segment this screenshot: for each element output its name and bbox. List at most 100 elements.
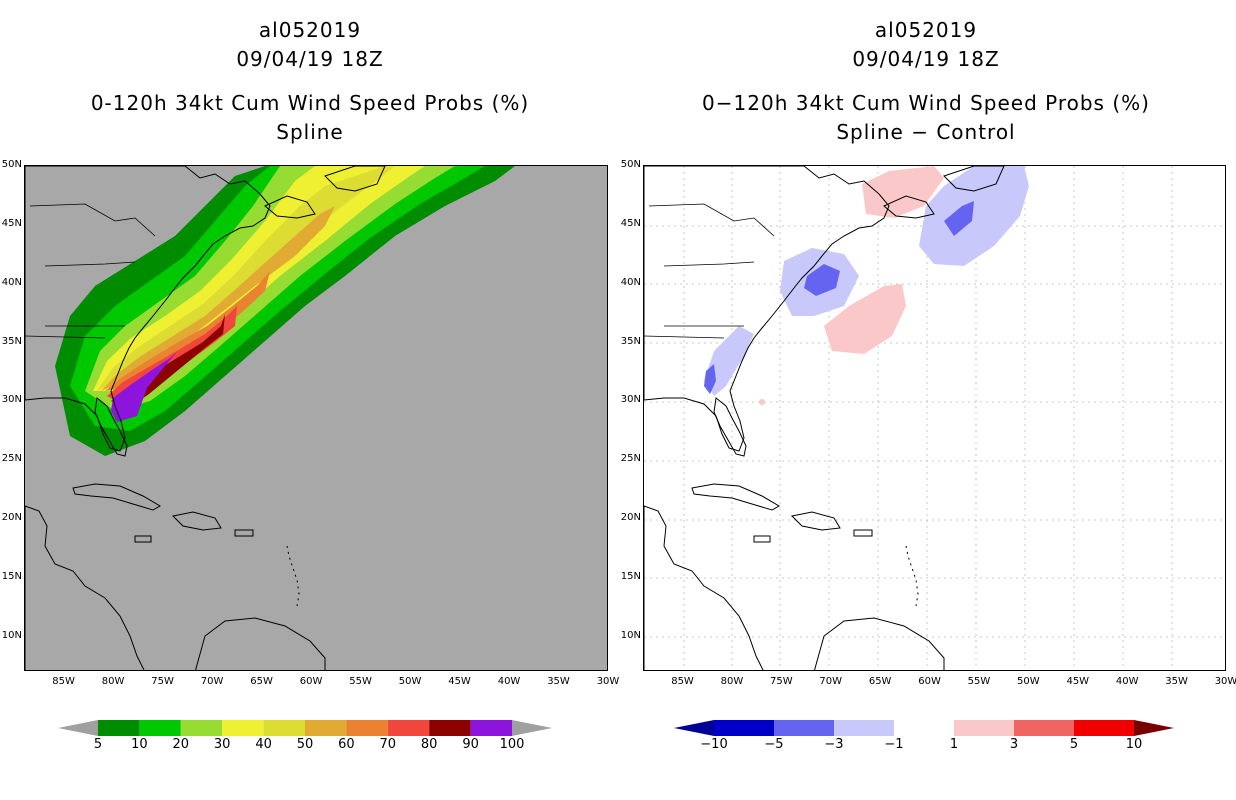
colorbar-segment (1014, 720, 1074, 736)
colorbar-low-triangle (58, 720, 98, 736)
colorbar-segment (470, 720, 512, 736)
lon-label: 50W (1017, 676, 1040, 687)
colorbar-label: −5 (764, 737, 784, 752)
colorbar-label: −10 (700, 737, 728, 752)
lon-label: 40W (1115, 676, 1139, 687)
left-colorbar-svg (58, 720, 552, 736)
lat-label: 30N (620, 394, 641, 406)
colorbar-segment (387, 720, 430, 736)
colorbar-label: 20 (172, 737, 190, 752)
colorbar-segment (346, 720, 388, 736)
lat-label: 10N (1, 629, 22, 641)
lat-label: 45N (1, 217, 22, 229)
colorbar-segment (180, 720, 223, 736)
lat-label: 15N (1, 570, 22, 582)
colorbar-label: 70 (379, 737, 397, 752)
lat-label: 45N (620, 217, 641, 229)
lon-label: 55W (349, 676, 372, 687)
colorbar-segment (98, 720, 140, 736)
right-storm-id: al052019 (874, 18, 978, 42)
colorbar-label: 10 (131, 737, 148, 752)
colorbar-segment (429, 720, 471, 736)
colorbar-segment (263, 720, 305, 736)
lat-label: 50N (620, 159, 641, 170)
lon-label: 80W (720, 676, 744, 687)
colorbar-segment (1074, 720, 1134, 736)
lat-label: 15N (620, 570, 641, 582)
lon-label: 55W (967, 676, 991, 687)
colorbar-segment (894, 720, 954, 736)
lat-label: 25N (1, 453, 22, 465)
lon-label: 75W (151, 676, 174, 687)
lon-label: 70W (200, 676, 224, 687)
colorbar-label: 1 (949, 737, 959, 752)
colorbar-label: 10 (1125, 737, 1143, 752)
colorbar-label: 100 (499, 737, 525, 752)
left-colorbar (58, 718, 552, 738)
lat-label: 35N (620, 335, 641, 347)
lon-label: 60W (299, 676, 323, 687)
lat-label: 35N (1, 335, 22, 347)
left-method-title: Spline (276, 120, 344, 144)
lat-label: 40N (1, 276, 22, 288)
right-map-canvas (644, 166, 1225, 670)
lon-label: 35W (547, 676, 570, 687)
lat-label: 25N (620, 453, 641, 465)
lon-label: 35W (1165, 676, 1188, 687)
colorbar-label: 30 (213, 737, 231, 752)
lon-label: 85W (52, 676, 75, 687)
colorbar-label: 5 (1069, 737, 1079, 752)
colorbar-segment (139, 720, 181, 736)
lon-label: 65W (250, 676, 273, 687)
lon-label: 40W (497, 676, 521, 687)
colorbar-segment (834, 720, 894, 736)
right-map (643, 165, 1226, 671)
colorbar-segment (222, 720, 264, 736)
right-datetime: 09/04/19 18Z (852, 47, 1000, 71)
colorbar-label: 3 (1009, 737, 1019, 752)
colorbar-label: 80 (420, 737, 438, 752)
colorbar-label: −1 (884, 737, 904, 752)
lon-label: 65W (868, 676, 892, 687)
colorbar-label: 90 (462, 737, 479, 752)
colorbar-label: 40 (255, 737, 272, 752)
difference-field (704, 166, 1029, 405)
colorbar-label: 50 (296, 737, 314, 752)
lon-label: 85W (671, 676, 694, 687)
lon-label: 60W (918, 676, 941, 687)
colorbar-low-triangle (674, 720, 714, 736)
left-map (24, 165, 608, 671)
lon-label: 45W (1066, 676, 1090, 687)
right-colorbar-svg (674, 720, 1174, 736)
colorbar-high-triangle (1134, 720, 1174, 736)
lon-label: 30W (596, 676, 620, 687)
lon-label: 50W (398, 676, 422, 687)
lat-label: 50N (1, 159, 22, 170)
lat-label: 40N (620, 276, 641, 288)
probability-swath (55, 166, 515, 456)
right-colorbar (674, 718, 1174, 738)
colorbar-segment (954, 720, 1014, 736)
colorbar-label: 5 (93, 737, 103, 752)
colorbar-high-triangle (512, 720, 552, 736)
lat-label: 20N (620, 512, 641, 524)
lat-label: 20N (1, 512, 22, 524)
lon-label: 45W (448, 676, 471, 687)
left-product-title: 0-120h 34kt Cum Wind Speed Probs (%) (90, 91, 530, 115)
lat-label: 10N (620, 629, 641, 641)
colorbar-label: 60 (338, 737, 355, 752)
right-method-title: Spline − Control (836, 120, 1016, 144)
lon-label: 70W (819, 676, 843, 687)
right-product-title: 0−120h 34kt Cum Wind Speed Probs (%) (702, 91, 1150, 115)
left-datetime: 09/04/19 18Z (236, 47, 384, 71)
colorbar-segment (305, 720, 347, 736)
colorbar-segment (714, 720, 774, 736)
lon-label: 75W (770, 676, 793, 687)
colorbar-segment (774, 720, 834, 736)
lat-label: 30N (1, 394, 22, 406)
colorbar-label: −3 (824, 737, 844, 752)
lon-label: 30W (1214, 676, 1236, 687)
lon-label: 80W (101, 676, 125, 687)
left-map-canvas (25, 166, 515, 670)
left-storm-id: al052019 (258, 18, 362, 42)
